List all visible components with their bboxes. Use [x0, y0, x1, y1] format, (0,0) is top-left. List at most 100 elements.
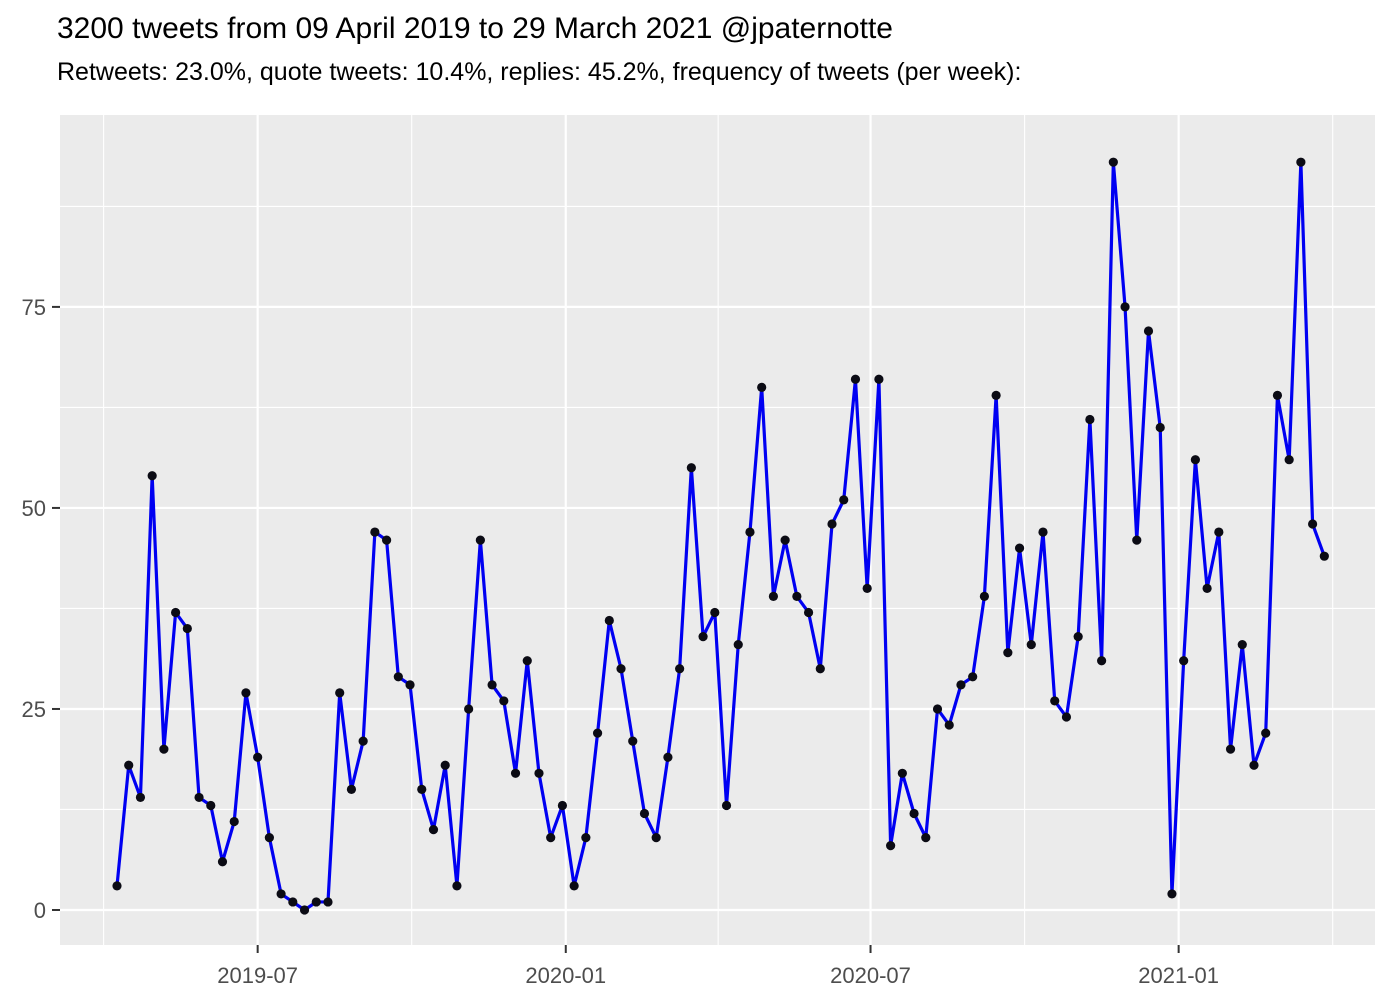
data-point [1225, 744, 1236, 754]
data-point [1026, 640, 1036, 650]
data-point [909, 808, 919, 819]
data-point [1003, 648, 1013, 658]
data-point [1214, 527, 1224, 537]
data-point [381, 535, 392, 545]
data-point [1073, 631, 1083, 642]
data-point [534, 768, 544, 778]
data-point [886, 841, 896, 851]
data-point [1237, 640, 1247, 650]
data-point [721, 800, 732, 811]
data-point [1308, 519, 1318, 529]
data-point [991, 390, 1001, 400]
data-point [827, 519, 837, 529]
data-point [311, 897, 321, 907]
page-title: 3200 tweets from 09 April 2019 to 29 Mar… [57, 12, 893, 45]
data-point [206, 800, 216, 811]
data-point [1261, 728, 1271, 738]
data-point [1038, 527, 1048, 537]
x-axis-label: 2020-01 [525, 963, 606, 988]
data-point [1167, 889, 1177, 899]
data-point [229, 816, 239, 827]
data-point [264, 833, 274, 843]
data-point [932, 704, 943, 714]
y-axis-label: 0 [34, 898, 46, 923]
data-point [897, 768, 907, 778]
data-point [323, 897, 333, 907]
data-point [1272, 390, 1283, 400]
data-point [768, 591, 779, 601]
data-point [581, 833, 591, 843]
data-point [1284, 455, 1294, 465]
data-point [147, 471, 157, 481]
data-point [592, 728, 603, 738]
data-point [1097, 656, 1107, 666]
data-point [182, 623, 192, 634]
data-point [745, 527, 755, 537]
data-point [1132, 535, 1142, 545]
data-point [288, 897, 298, 907]
data-point [815, 664, 825, 674]
data-point [956, 680, 966, 690]
y-axis-label: 75 [22, 295, 46, 320]
data-point [124, 760, 134, 770]
data-point [850, 374, 861, 384]
data-point [839, 495, 849, 505]
data-point [135, 792, 146, 803]
data-point [112, 881, 122, 891]
data-point [464, 704, 474, 714]
data-point [428, 824, 439, 835]
data-point [710, 607, 720, 618]
x-axis-label: 2019-07 [217, 963, 298, 988]
data-point [358, 736, 368, 746]
data-point [569, 881, 579, 891]
data-point [393, 672, 403, 682]
data-point [370, 527, 380, 537]
y-axis-label: 25 [22, 697, 46, 722]
data-point [979, 591, 989, 601]
data-point [604, 615, 614, 626]
data-point [510, 768, 521, 778]
data-point [675, 664, 685, 674]
data-point [639, 808, 650, 819]
data-point [1155, 422, 1165, 433]
data-point [651, 833, 661, 843]
data-point [522, 656, 532, 666]
data-point [346, 784, 357, 794]
data-point [1108, 157, 1118, 167]
data-point [452, 881, 462, 891]
data-point [335, 688, 345, 698]
y-axis-label: 50 [22, 496, 46, 521]
data-point [663, 752, 673, 762]
data-point [253, 752, 263, 762]
data-point [874, 374, 884, 384]
data-point [628, 736, 638, 746]
data-point [171, 607, 181, 618]
x-axis-label: 2021-01 [1138, 963, 1219, 988]
data-point [1085, 414, 1095, 425]
data-point [616, 664, 626, 674]
data-point [733, 640, 743, 650]
page-subtitle: Retweets: 23.0%, quote tweets: 10.4%, re… [57, 58, 1022, 86]
data-point [159, 744, 169, 754]
data-point [698, 631, 708, 642]
data-point [792, 591, 802, 601]
data-point [686, 463, 696, 473]
data-point [757, 382, 767, 392]
data-point [780, 535, 790, 545]
data-point [487, 680, 497, 690]
data-point [499, 696, 509, 706]
data-point [194, 792, 204, 803]
data-point [921, 833, 931, 843]
data-point [1319, 551, 1329, 561]
data-point [475, 535, 485, 545]
data-point [1202, 583, 1212, 593]
data-point [417, 784, 427, 794]
data-point [557, 800, 568, 811]
data-point [1190, 455, 1200, 465]
plot-panel [60, 115, 1375, 945]
data-point [1014, 543, 1025, 553]
data-point [299, 905, 310, 915]
data-point [546, 833, 556, 843]
